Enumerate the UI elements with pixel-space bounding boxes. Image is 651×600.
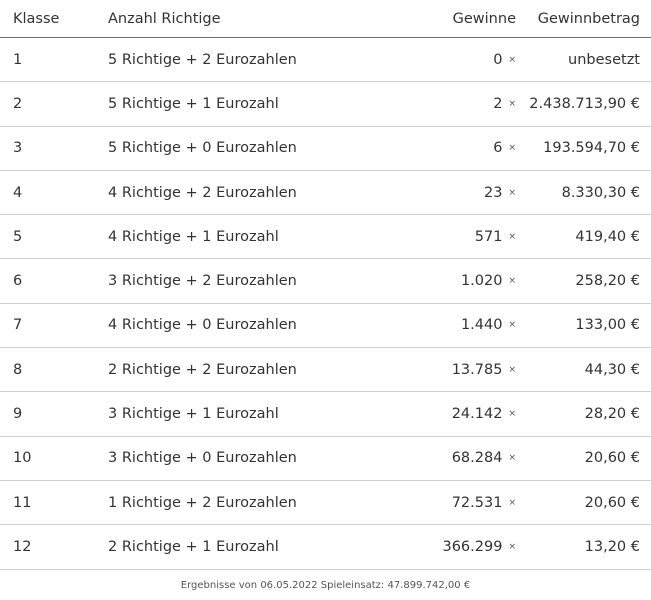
cell-gewinne: 1.020 ×: [408, 273, 518, 289]
times-symbol: ×: [508, 453, 516, 464]
cell-anzahl-richtige: 2 Richtige + 2 Eurozahlen: [108, 361, 297, 378]
cell-gewinnbetrag: 133,00 €: [575, 317, 640, 334]
cell-gewinne: 72.531 ×: [408, 495, 518, 511]
cell-gewinnbetrag: 44,30 €: [584, 361, 640, 378]
table-row: 6 3 Richtige + 2 Eurozahlen 1.020 × 258,20 €: [0, 259, 651, 304]
cell-klasse: 9: [13, 406, 23, 423]
cell-gewinne: 1.440 ×: [408, 317, 518, 333]
table-row: 9 3 Richtige + 1 Eurozahl 24.142 × 28,20 €: [0, 392, 651, 437]
gewinne-value: 0: [493, 51, 503, 68]
gewinne-value: 6: [493, 140, 503, 157]
header-gewinnbetrag: Gewinnbetrag: [537, 10, 640, 27]
table-row: 12 2 Richtige + 1 Eurozahl 366.299 × 13,20 €: [0, 525, 651, 570]
cell-gewinne: 23 ×: [408, 185, 518, 201]
times-symbol: ×: [508, 276, 516, 287]
table-header: Klasse Anzahl Richtige Gewinne Gewinnbet…: [0, 0, 651, 38]
cell-gewinnbetrag: 8.330,30 €: [561, 184, 640, 201]
times-symbol: ×: [508, 54, 516, 65]
times-symbol: ×: [508, 364, 516, 375]
header-anzahl-richtige: Anzahl Richtige: [108, 10, 221, 27]
cell-gewinnbetrag: 20,60 €: [584, 450, 640, 467]
times-symbol: ×: [508, 143, 516, 154]
cell-anzahl-richtige: 5 Richtige + 1 Eurozahl: [108, 95, 279, 112]
cell-klasse: 8: [13, 361, 23, 378]
cell-gewinne: 571 ×: [408, 229, 518, 245]
gewinne-value: 13.785: [451, 361, 503, 378]
times-symbol: ×: [508, 98, 516, 109]
cell-gewinne: 13.785 ×: [408, 362, 518, 378]
cell-anzahl-richtige: 5 Richtige + 2 Eurozahlen: [108, 51, 297, 68]
table-row: 10 3 Richtige + 0 Eurozahlen 68.284 × 20,60 …: [0, 437, 651, 481]
header-klasse: Klasse: [13, 10, 60, 27]
cell-gewinne: 366.299 ×: [408, 539, 518, 555]
gewinne-value: 366.299: [442, 538, 503, 555]
times-symbol: ×: [508, 497, 516, 508]
gewinne-value: 1.020: [460, 273, 503, 290]
cell-klasse: 7: [13, 317, 23, 334]
cell-klasse: 1: [13, 51, 23, 68]
cell-gewinne: 0 ×: [408, 52, 518, 68]
results-footer: Ergebnisse von 06.05.2022 Spieleinsatz: …: [180, 579, 471, 591]
cell-gewinnbetrag: unbesetzt: [568, 51, 640, 68]
table-row: 5 4 Richtige + 1 Eurozahl 571 × 419,40 €: [0, 215, 651, 260]
gewinne-value: 23: [484, 184, 503, 201]
cell-gewinnbetrag: 20,60 €: [584, 494, 640, 511]
cell-klasse: 11: [13, 494, 32, 511]
times-symbol: ×: [508, 541, 516, 552]
gewinne-value: 24.142: [451, 406, 503, 423]
header-gewinne: Gewinne: [452, 10, 516, 27]
table-row: 11 1 Richtige + 2 Eurozahlen 72.531 × 20,60 …: [0, 481, 651, 526]
gewinne-value: 1.440: [460, 317, 503, 334]
cell-gewinnbetrag: 419,40 €: [575, 228, 640, 245]
cell-gewinnbetrag: 2.438.713,90 €: [529, 95, 640, 112]
table-row: 4 4 Richtige + 2 Eurozahlen 23 × 8.330,30 €: [0, 171, 651, 216]
cell-gewinnbetrag: 28,20 €: [584, 406, 640, 423]
cell-gewinne: 6 ×: [408, 140, 518, 156]
table-row: 8 2 Richtige + 2 Eurozahlen 13.785 × 44,30 €: [0, 348, 651, 393]
times-symbol: ×: [508, 187, 516, 198]
cell-anzahl-richtige: 4 Richtige + 2 Eurozahlen: [108, 184, 297, 201]
cell-anzahl-richtige: 3 Richtige + 1 Eurozahl: [108, 406, 279, 423]
table-row: 7 4 Richtige + 0 Eurozahlen 1.440 × 133,00 €: [0, 304, 651, 349]
cell-anzahl-richtige: 1 Richtige + 2 Eurozahlen: [108, 494, 297, 511]
cell-klasse: 10: [13, 450, 32, 467]
cell-anzahl-richtige: 5 Richtige + 0 Eurozahlen: [108, 140, 297, 157]
cell-anzahl-richtige: 2 Richtige + 1 Eurozahl: [108, 538, 279, 555]
cell-gewinne: 2 ×: [408, 96, 518, 112]
times-symbol: ×: [508, 409, 516, 420]
gewinne-value: 571: [474, 228, 503, 245]
cell-gewinnbetrag: 13,20 €: [584, 538, 640, 555]
gewinne-value: 68.284: [451, 450, 503, 467]
cell-gewinnbetrag: 258,20 €: [575, 273, 640, 290]
cell-klasse: 5: [13, 228, 23, 245]
cell-anzahl-richtige: 3 Richtige + 0 Eurozahlen: [108, 450, 297, 467]
cell-gewinnbetrag: 193.594,70 €: [543, 140, 640, 157]
times-symbol: ×: [508, 231, 516, 242]
cell-anzahl-richtige: 3 Richtige + 2 Eurozahlen: [108, 273, 297, 290]
cell-klasse: 2: [13, 95, 23, 112]
cell-anzahl-richtige: 4 Richtige + 1 Eurozahl: [108, 228, 279, 245]
times-symbol: ×: [508, 320, 516, 331]
results-table: Klasse Anzahl Richtige Gewinne Gewinnbet…: [0, 0, 651, 570]
gewinne-value: 2: [493, 95, 503, 112]
gewinne-value: 72.531: [451, 494, 503, 511]
cell-gewinne: 24.142 ×: [408, 406, 518, 422]
cell-gewinne: 68.284 ×: [408, 450, 518, 466]
cell-klasse: 3: [13, 140, 23, 157]
cell-klasse: 12: [13, 538, 32, 555]
cell-klasse: 4: [13, 184, 23, 201]
cell-anzahl-richtige: 4 Richtige + 0 Eurozahlen: [108, 317, 297, 334]
cell-klasse: 6: [13, 273, 23, 290]
